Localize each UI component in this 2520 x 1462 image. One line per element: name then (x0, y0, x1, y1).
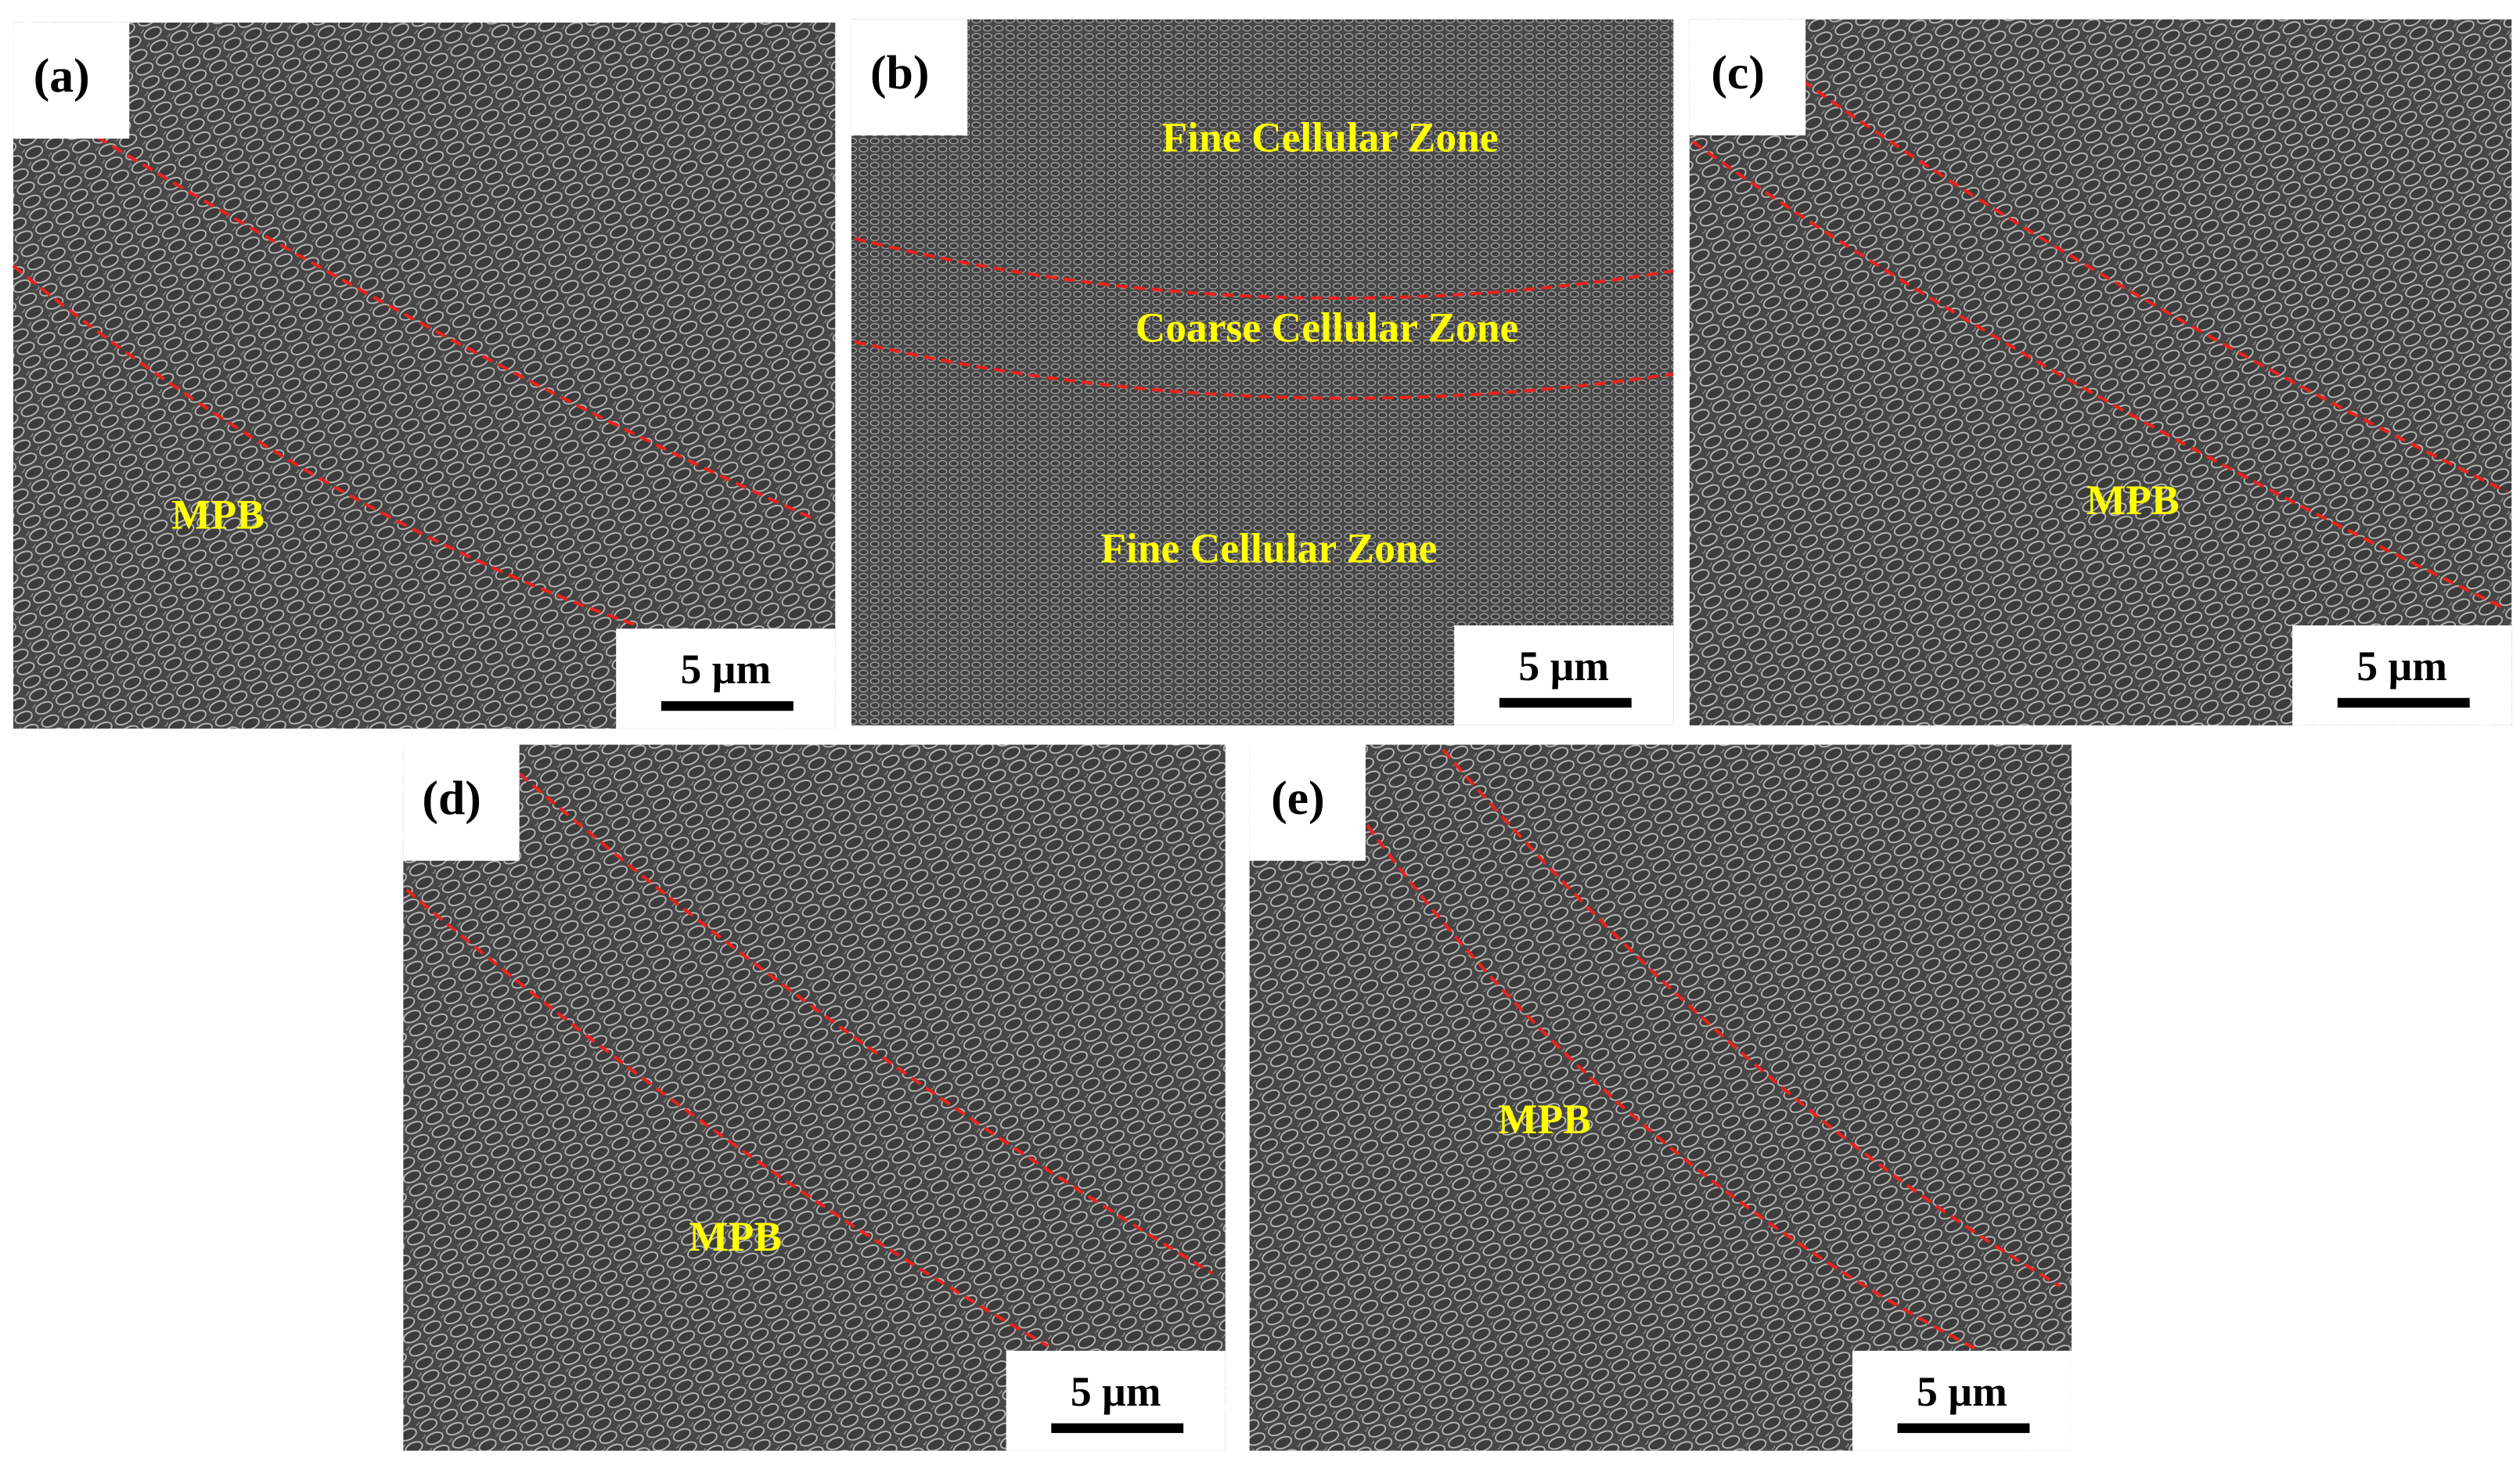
zone-annotation: Coarse Cellular Zone (1136, 304, 1519, 351)
scale-bar (1499, 697, 1632, 708)
scale-bar-label: 5 µm (1518, 643, 1609, 690)
panel: (a) MPB 5 µm (12, 22, 836, 729)
label-box (13, 22, 130, 139)
boundary-line (854, 236, 1674, 300)
scale-bar (1051, 1423, 1184, 1433)
panel: (d) MPB 5 µm (403, 744, 1226, 1451)
panel-label: (b) (870, 46, 930, 99)
zone-annotation: Fine Cellular Zone (1161, 114, 1498, 161)
scale-bar-label: 5 µm (1071, 1368, 1161, 1415)
label-box (1689, 19, 1806, 136)
boundary-line (1691, 140, 2507, 611)
panel-label: (e) (1271, 772, 1325, 825)
boundary-line (12, 265, 638, 628)
micrograph (851, 19, 1674, 726)
zone-annotation: Fine Cellular Zone (1100, 525, 1437, 572)
panel-label: (a) (34, 49, 90, 103)
boundary-line (518, 772, 1214, 1275)
panel-label: (d) (422, 772, 481, 825)
panel: (c) MPB 5 µm (1689, 19, 2512, 726)
boundary-line (1801, 79, 2507, 494)
boundary-line (1366, 824, 1981, 1352)
label-box (403, 744, 520, 861)
scale-bar-label: 5 µm (2356, 643, 2447, 690)
scale-bar-label: 5 µm (680, 646, 771, 693)
scale-box (1454, 625, 1674, 726)
label-box (851, 19, 968, 136)
boundary-line (405, 888, 1049, 1348)
zone-annotation: MPB (2086, 477, 2180, 524)
scale-bar (2337, 697, 2470, 708)
zone-annotation: MPB (171, 491, 265, 538)
panel-label: (c) (1711, 46, 1765, 99)
label-box (1249, 744, 1366, 861)
scale-box (1006, 1350, 1226, 1451)
scale-box (616, 628, 836, 729)
scale-bar (661, 700, 794, 711)
panel: (e) MPB 5 µm (1249, 744, 2072, 1451)
zone-annotation: MPB (1498, 1096, 1591, 1143)
scale-bar (1897, 1423, 2030, 1433)
boundary-line (854, 340, 1674, 400)
panel: (b) Fine Cellular Zone Coarse Cellular Zon… (851, 19, 1674, 726)
boundary-line (1442, 748, 2061, 1288)
micrograph (403, 744, 1226, 1451)
boundary-line (95, 135, 815, 521)
scale-box (2292, 625, 2512, 726)
zone-annotation: MPB (689, 1213, 782, 1260)
scale-box (1852, 1350, 2072, 1451)
scale-bar-label: 5 µm (1917, 1368, 2007, 1415)
micrograph (1249, 744, 2072, 1451)
micrograph (1689, 19, 2512, 726)
micrograph (13, 22, 836, 729)
